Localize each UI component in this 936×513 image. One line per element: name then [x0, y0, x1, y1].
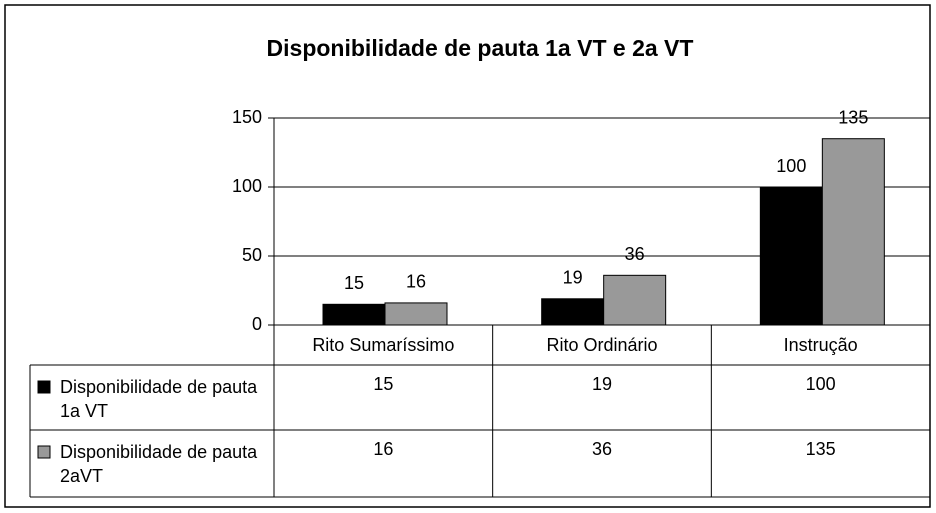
legend-key	[37, 445, 51, 459]
bar	[821, 138, 885, 326]
table-cell: 100	[806, 374, 836, 394]
data-label: 100	[776, 156, 806, 176]
legend-label: Disponibilidade de pauta 2aVT	[60, 442, 258, 486]
chart-title: Disponibilidade de pauta 1a VT e 2a VT	[267, 35, 694, 61]
x-tick-label: Rito Ordinário	[546, 335, 657, 355]
legend-label: Disponibilidade de pauta 1a VT	[60, 377, 258, 421]
data-label: 15	[344, 273, 364, 293]
table-cell: 16	[373, 439, 393, 459]
y-tick-label: 0	[252, 314, 262, 334]
legend-key	[37, 380, 51, 394]
table-cell: 19	[592, 374, 612, 394]
data-label: 36	[625, 244, 645, 264]
table-cell: 15	[373, 374, 393, 394]
table-cell: 135	[806, 439, 836, 459]
bar	[541, 298, 605, 326]
y-tick-label: 100	[232, 176, 262, 196]
data-label: 135	[838, 107, 868, 127]
bar	[603, 274, 667, 326]
table-cell: 36	[592, 439, 612, 459]
bar	[322, 303, 386, 326]
y-tick-label: 50	[242, 245, 262, 265]
x-tick-label: Instrução	[784, 335, 858, 355]
data-label: 19	[563, 268, 583, 288]
data-label: 16	[406, 272, 426, 292]
y-tick-label: 150	[232, 107, 262, 127]
x-tick-label: Rito Sumaríssimo	[312, 335, 454, 355]
bar	[759, 186, 823, 326]
bar	[384, 302, 448, 326]
